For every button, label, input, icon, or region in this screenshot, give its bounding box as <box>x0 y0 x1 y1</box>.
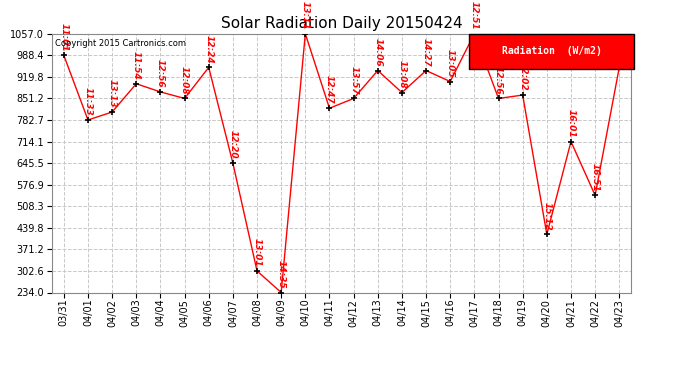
Text: 13:13: 13:13 <box>108 79 117 108</box>
Text: 14:35: 14:35 <box>277 260 286 288</box>
Text: 16:01: 16:01 <box>566 109 575 137</box>
Text: 11:54: 11:54 <box>132 51 141 80</box>
Text: 13:05: 13:05 <box>446 49 455 77</box>
Text: 15:12: 15:12 <box>542 201 551 230</box>
Title: Solar Radiation Daily 20150424: Solar Radiation Daily 20150424 <box>221 16 462 31</box>
FancyBboxPatch shape <box>469 34 634 69</box>
Text: Copyright 2015 Cartronics.com: Copyright 2015 Cartronics.com <box>55 39 186 48</box>
Text: 11:01: 11:01 <box>59 22 68 51</box>
Text: 11:33: 11:33 <box>83 87 92 116</box>
Text: 16:51: 16:51 <box>591 162 600 191</box>
Text: 12:51: 12:51 <box>470 1 479 30</box>
Text: Radiation  (W/m2): Radiation (W/m2) <box>502 46 602 56</box>
Text: 12:56: 12:56 <box>615 34 624 63</box>
Text: 13:11: 13:11 <box>301 1 310 30</box>
Text: 12:56: 12:56 <box>156 59 165 88</box>
Text: 12:56: 12:56 <box>494 66 503 94</box>
Text: 13:57: 13:57 <box>349 66 358 94</box>
Text: 12:20: 12:20 <box>228 130 237 159</box>
Text: 14:06: 14:06 <box>373 38 382 66</box>
Text: 12:47: 12:47 <box>325 75 334 104</box>
Text: 14:27: 14:27 <box>422 38 431 66</box>
Text: 12:08: 12:08 <box>180 66 189 94</box>
Text: 12:24: 12:24 <box>204 34 213 63</box>
Text: 13:08: 13:08 <box>397 60 406 88</box>
Text: 13:01: 13:01 <box>253 238 262 267</box>
Text: 12:02: 12:02 <box>518 62 527 91</box>
